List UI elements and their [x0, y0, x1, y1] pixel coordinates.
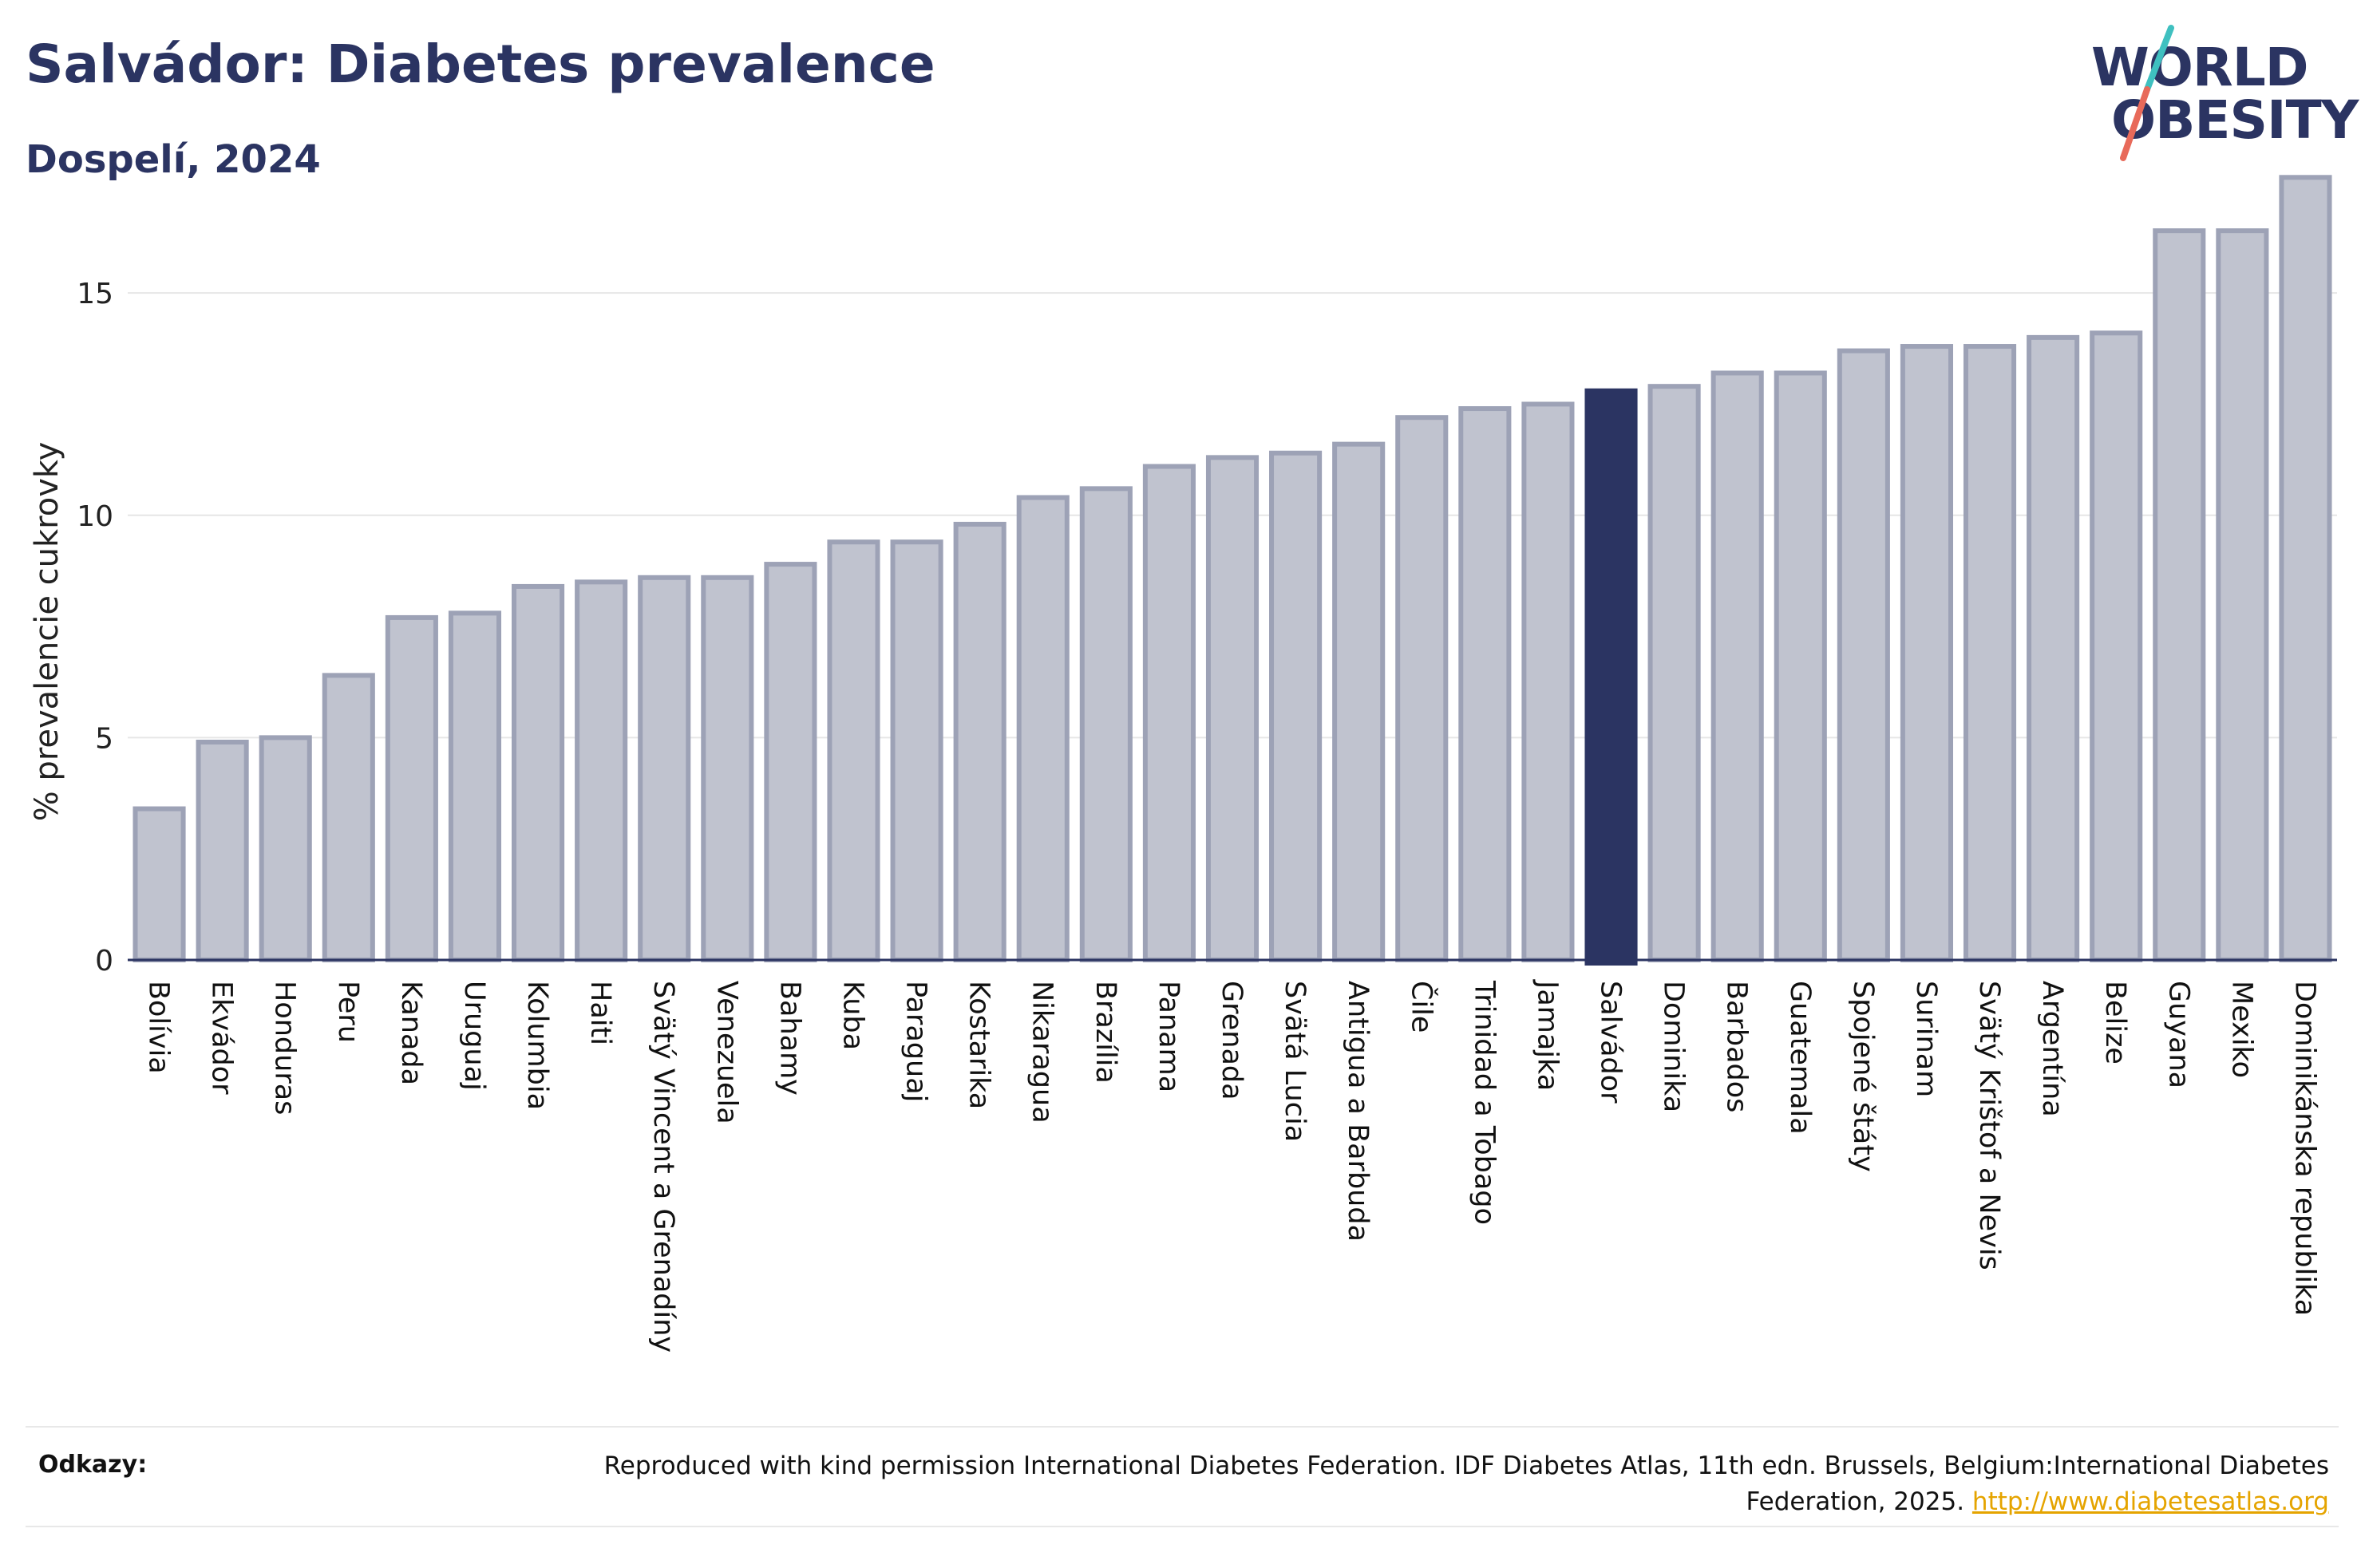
- x-tick-label: Venezuela: [710, 981, 742, 1124]
- x-tick-label: Honduras: [269, 981, 301, 1115]
- x-tick-label: Antigua a Barbuda: [1342, 981, 1374, 1242]
- references-citation: Reproduced with kind permission Internat…: [603, 1451, 2329, 1516]
- x-tick-label: Dominika: [1658, 981, 1690, 1112]
- x-tick-label: Kanada: [395, 981, 427, 1085]
- bar: [1205, 455, 1260, 962]
- references-label: Odkazy:: [38, 1451, 148, 1479]
- x-tick-label: Spojené štáty: [1847, 981, 1879, 1172]
- y-axis-label: % prevalencie cukrovky: [29, 442, 65, 822]
- x-tick-label: Salvádor: [1595, 981, 1627, 1104]
- x-tick-label: Panama: [1153, 981, 1184, 1092]
- x-tick-label: Ekvádor: [206, 981, 238, 1095]
- bar: [196, 739, 249, 962]
- x-tick-label: Grenada: [1216, 981, 1248, 1100]
- bar: [259, 735, 312, 963]
- bar: [448, 610, 502, 962]
- bar: [1458, 406, 1512, 962]
- world-obesity-logo: WORLD OBESITY: [2067, 24, 2359, 168]
- x-tick-label: Argentína: [2036, 981, 2068, 1117]
- x-tick-label: Svätý Krištof a Nevis: [1973, 981, 2005, 1270]
- x-tick-label: Guyana: [2162, 981, 2194, 1088]
- references-text: Reproduced with kind permission Internat…: [573, 1448, 2329, 1520]
- x-tick-label: Belize: [2099, 981, 2131, 1064]
- y-tick-label: 10: [77, 500, 113, 533]
- y-tick-label: 15: [77, 278, 113, 310]
- bar: [1269, 450, 1323, 962]
- bar: [1710, 370, 1764, 962]
- x-tick-label: Jamajka: [1531, 979, 1563, 1091]
- bar: [512, 583, 565, 963]
- x-tick-label: Bahamy: [773, 981, 805, 1096]
- x-tick-label: Barbados: [1721, 981, 1753, 1112]
- bar: [1142, 464, 1196, 962]
- bar: [1016, 495, 1070, 962]
- bar: [132, 806, 186, 962]
- bar: [2153, 228, 2206, 962]
- bar: [1837, 348, 1890, 963]
- logo-line-1: WORLD: [2091, 37, 2309, 98]
- bar: [1647, 384, 1701, 962]
- x-tick-label: Svätá Lucia: [1279, 981, 1311, 1142]
- bar: [2090, 330, 2143, 963]
- logo-line-2: OBESITY: [2111, 89, 2359, 151]
- bar-chart: 0 5 10 15 % prevalencie cukrovky Bolívia Ekvád…: [29, 175, 2337, 1353]
- bar: [1521, 401, 1575, 962]
- bar: [575, 579, 628, 962]
- references-link[interactable]: http://www.diabetesatlas.org: [1971, 1487, 2329, 1516]
- x-tick-label: Kostarika: [963, 981, 995, 1109]
- bar: [953, 521, 1006, 962]
- x-tick-label: Čile: [1405, 981, 1438, 1033]
- bar: [2027, 334, 2080, 962]
- bar: [1774, 370, 1827, 962]
- bar: [701, 575, 754, 962]
- bar: [1332, 441, 1386, 962]
- bar: [1900, 344, 1953, 962]
- bar: [890, 539, 943, 962]
- x-tick-label: Trinidad a Tobago: [1468, 980, 1500, 1225]
- chart-title: Salvádor: Diabetes prevalence: [26, 34, 935, 95]
- x-tick-label: Surinam: [1910, 981, 1942, 1097]
- bar: [827, 539, 880, 962]
- x-tick-label: Nikaragua: [1026, 981, 1058, 1124]
- x-tick-label: Kolumbia: [521, 981, 553, 1110]
- chart-subtitle: Dospelí, 2024: [26, 137, 321, 182]
- bar: [638, 575, 691, 962]
- y-tick-label: 0: [95, 945, 113, 978]
- bar: [2279, 175, 2332, 963]
- x-tick-label: Uruguaj: [458, 981, 490, 1091]
- logo-slash-icon: [2120, 25, 2174, 161]
- y-tick-label: 5: [95, 722, 113, 755]
- x-tick-label: Mexiko: [2225, 981, 2257, 1078]
- x-tick-label: Peru: [332, 981, 364, 1043]
- bar: [385, 614, 438, 962]
- bar: [322, 673, 375, 963]
- bar: [1963, 344, 2017, 962]
- bar: [2216, 228, 2269, 962]
- bar: [1584, 388, 1638, 966]
- x-tick-label: Kuba: [836, 981, 868, 1050]
- x-tick-label: Svätý Vincent a Grenadíny: [647, 981, 679, 1353]
- x-tick-label: Paraguaj: [900, 981, 932, 1102]
- bar: [764, 562, 817, 962]
- x-tick-label: Brazília: [1090, 981, 1121, 1084]
- references-top-divider: [26, 1426, 2339, 1428]
- bar: [1395, 415, 1449, 962]
- x-tick-label: Bolívia: [143, 981, 175, 1074]
- x-tick-label: Haiti: [584, 981, 616, 1045]
- x-tick-label: Dominikánska republika: [2288, 981, 2320, 1316]
- references-bottom-divider: [26, 1526, 2339, 1527]
- x-tick-label: Guatemala: [1784, 981, 1816, 1135]
- bar: [1079, 486, 1133, 962]
